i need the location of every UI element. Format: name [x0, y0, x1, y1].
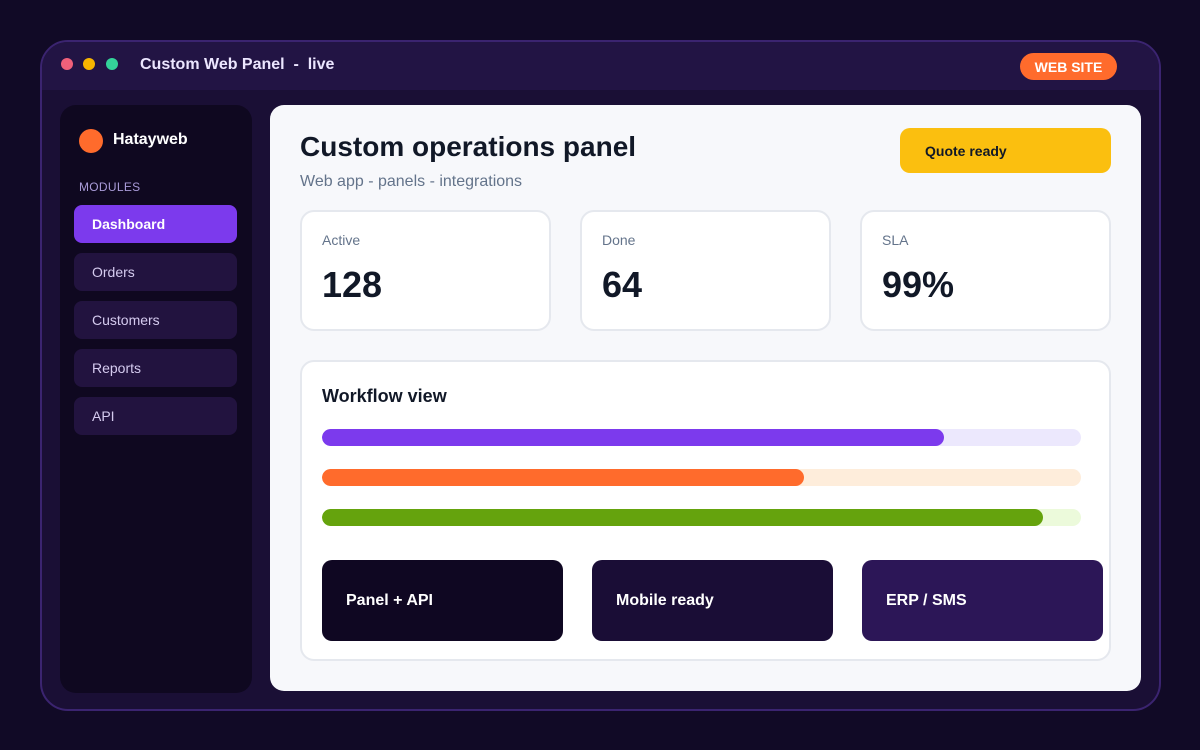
sidebar-item-reports[interactable]: Reports — [74, 349, 237, 387]
app-window: Custom Web Panel - live WEB SITE Hataywe… — [40, 40, 1161, 711]
modules-section-label: MODULES — [79, 180, 141, 194]
workflow-card: Workflow view Panel + API Mobile ready E… — [300, 360, 1111, 661]
stat-label: Done — [602, 232, 636, 248]
stat-label: SLA — [882, 232, 909, 248]
feature-card-erp-sms[interactable]: ERP / SMS — [862, 560, 1103, 641]
brand-logo-icon — [79, 129, 103, 153]
sidebar-item-customers[interactable]: Customers — [74, 301, 237, 339]
stat-label: Active — [322, 232, 361, 248]
feature-label: Mobile ready — [616, 591, 714, 609]
progress-track — [322, 469, 1081, 486]
stat-card-active: Active 128 — [300, 210, 551, 331]
window-title: Custom Web Panel - live — [140, 56, 335, 73]
quote-ready-button[interactable]: Quote ready — [900, 128, 1111, 173]
sidebar-item-orders[interactable]: Orders — [74, 253, 237, 291]
feature-label: Panel + API — [346, 591, 433, 609]
main-panel: Custom operations panel Web app - panels… — [270, 105, 1141, 691]
stat-value: 64 — [602, 264, 643, 305]
feature-card-mobile-ready[interactable]: Mobile ready — [592, 560, 833, 641]
brand-name: Hatayweb — [113, 131, 188, 148]
sidebar-item-label: Reports — [92, 360, 142, 376]
minimize-window-dot[interactable] — [83, 58, 95, 70]
feature-label: ERP / SMS — [886, 591, 967, 609]
page-subtitle: Web app - panels - integrations — [300, 173, 523, 190]
progress-fill — [322, 429, 945, 446]
sidebar-item-api[interactable]: API — [74, 397, 237, 435]
maximize-window-dot[interactable] — [106, 58, 118, 70]
progress-track — [322, 429, 1081, 446]
stat-value: 99% — [882, 264, 955, 305]
progress-fill — [322, 509, 1044, 526]
sidebar-item-label: API — [92, 408, 115, 424]
stat-card-done: Done 64 — [580, 210, 831, 331]
page-title: Custom operations panel — [300, 131, 637, 162]
title-bar: Custom Web Panel - live WEB SITE — [42, 42, 1159, 90]
progress-track — [322, 509, 1081, 526]
progress-fill — [322, 469, 804, 486]
stat-value: 128 — [322, 264, 383, 305]
sidebar-item-label: Customers — [92, 312, 160, 328]
sidebar-item-label: Dashboard — [92, 216, 166, 232]
stat-card-sla: SLA 99% — [860, 210, 1111, 331]
close-window-dot[interactable] — [61, 58, 73, 70]
website-button[interactable]: WEB SITE — [1020, 53, 1117, 80]
sidebar-item-label: Orders — [92, 264, 135, 280]
sidebar: Hatayweb MODULES Dashboard Orders Custom… — [60, 105, 252, 693]
feature-card-panel-api[interactable]: Panel + API — [322, 560, 563, 641]
workflow-title: Workflow view — [322, 386, 447, 406]
sidebar-item-dashboard[interactable]: Dashboard — [74, 205, 237, 243]
